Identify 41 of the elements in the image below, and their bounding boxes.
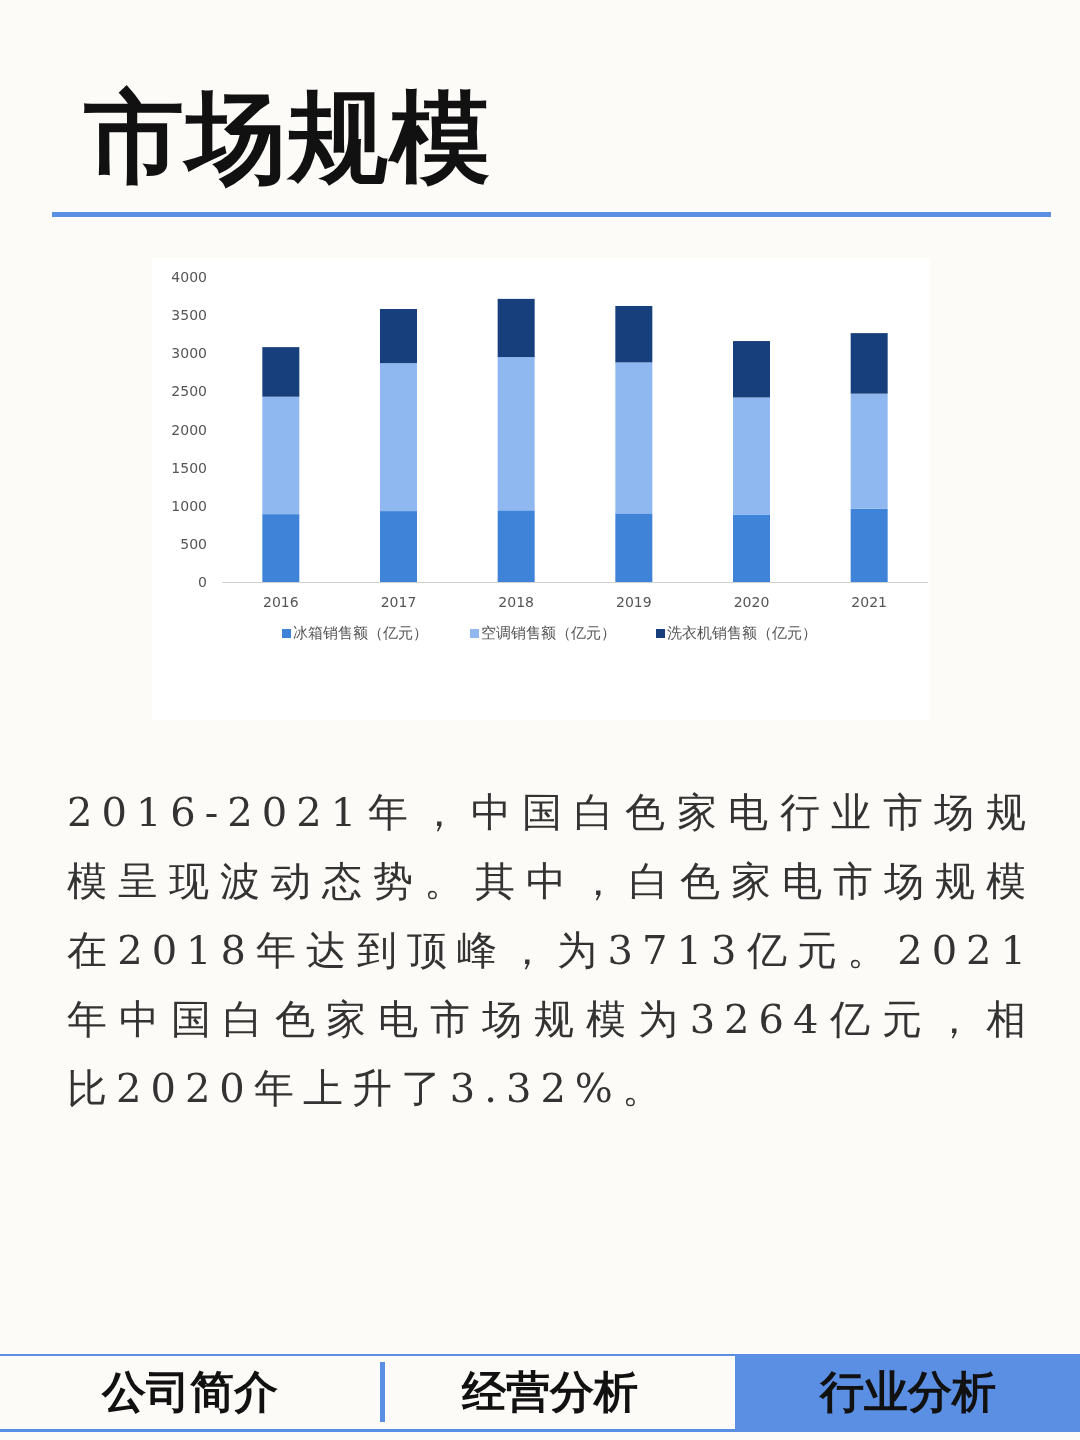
y-tick-label: 500 — [180, 535, 207, 552]
text: 行业分析 — [735, 1354, 1080, 1430]
bar — [850, 393, 888, 509]
bar — [380, 309, 417, 364]
y-tick-label: 3500 — [171, 307, 207, 324]
y-tick-label: 3000 — [171, 345, 207, 362]
legend-label: 洗衣机销售额（亿元） — [667, 624, 817, 642]
bar — [733, 397, 770, 515]
x-tick-label: 2020 — [733, 594, 770, 610]
bar — [850, 508, 888, 582]
bar — [497, 357, 535, 511]
bar — [615, 362, 653, 514]
y-tick-label: 2000 — [171, 421, 207, 438]
y-tick-label: 2500 — [171, 383, 207, 400]
y-tick-label: 1500 — [171, 459, 207, 476]
bar — [497, 298, 535, 358]
legend-label: 冰箱销售额（亿元） — [293, 624, 428, 642]
bar — [850, 333, 888, 394]
y-tick-label: 0 — [198, 574, 207, 590]
bar — [380, 511, 417, 582]
x-tick-label: 2019 — [616, 594, 652, 610]
bar — [262, 347, 300, 397]
y-tick-label: 1000 — [171, 497, 207, 514]
bar — [262, 396, 300, 515]
bar — [615, 513, 653, 582]
chart-title: 市场规模 — [84, 78, 492, 198]
x-tick-label: 2016 — [263, 594, 299, 610]
y-tick-label: 4000 — [171, 269, 207, 285]
text: 经营分析 — [460, 1364, 639, 1419]
bar — [733, 341, 770, 398]
x-tick-label: 2021 — [851, 594, 887, 610]
text: 公司简介 — [100, 1364, 279, 1419]
x-tick-label: 2017 — [380, 594, 417, 610]
bar — [262, 514, 300, 582]
bar — [380, 363, 417, 512]
bar — [733, 514, 770, 582]
legend-label: 空调销售额（亿元） — [481, 624, 616, 642]
bar — [615, 305, 653, 363]
x-tick-label: 2018 — [498, 594, 534, 610]
bar — [497, 510, 535, 582]
text: 2016-2021年，中国白色家电行业市场规模呈现波动态势。其中，白色家电市场规模在2018年达到顶峰，为3713亿元。2021年中国白色家电市场规模为3264亿元，相比2020年上升了3.32%。 — [67, 788, 1035, 1113]
